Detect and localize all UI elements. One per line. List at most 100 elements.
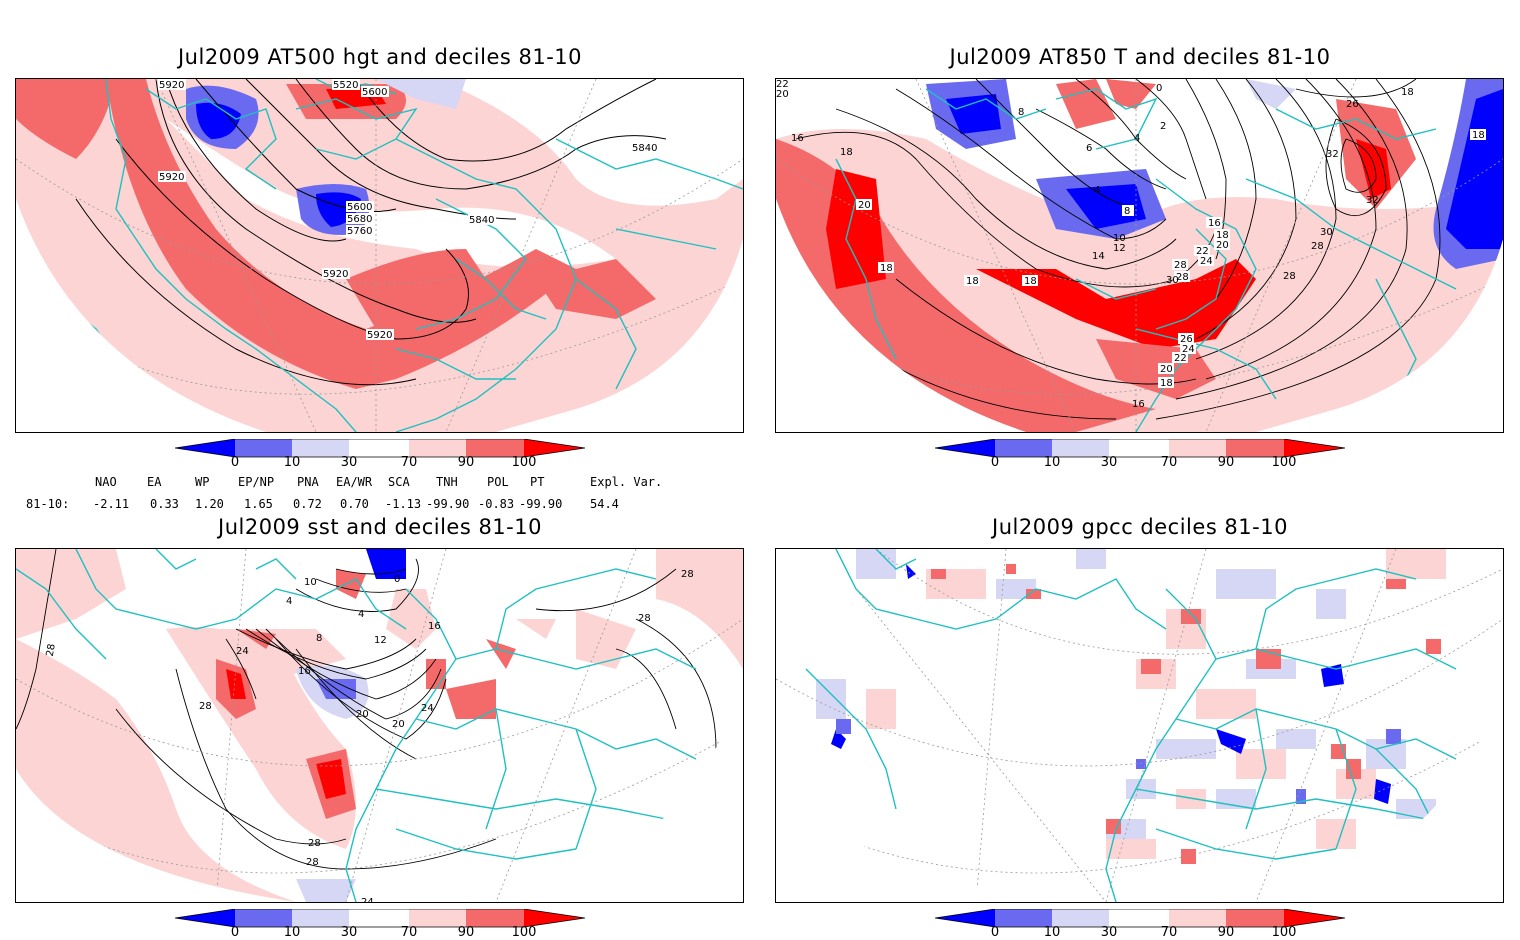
colorbar-tick: 90 <box>1217 455 1235 470</box>
contour-label: 5920 <box>159 80 184 91</box>
index-header: EA/WR <box>336 475 373 489</box>
index-value: 0.33 <box>150 497 179 511</box>
contour-label: 20 <box>776 89 789 100</box>
index-value: 0.72 <box>293 497 322 511</box>
index-header: PNA <box>297 475 319 489</box>
contour-label: 28 <box>308 838 321 849</box>
panel-title-hgt500: Jul2009 AT500 hgt and deciles 81-10 <box>177 45 583 69</box>
colorbar-2: 0 10 30 70 90 100 <box>934 438 1346 479</box>
contour-label: 2 <box>1160 121 1166 132</box>
contour-label: 28 <box>681 569 694 580</box>
contour-label: 32 <box>1366 195 1379 206</box>
index-value: -1.13 <box>385 497 422 511</box>
colorbar-tick: 10 <box>283 925 301 940</box>
map-panel-t850: 22 20 0 18 16 8 4 2 18 4 6 8 20 10 12 18… <box>775 78 1504 433</box>
map-panel-sst: 28 28 10 4 4 0 8 12 16 24 16 28 20 20 24… <box>15 548 744 903</box>
colorbar-tick: 10 <box>1043 455 1061 470</box>
colorbar-tick: 70 <box>1160 925 1178 940</box>
colorbar-tick: 10 <box>283 455 301 470</box>
contour-label: 16 <box>1132 399 1145 410</box>
contour-label: 24 <box>1182 344 1195 355</box>
contour-label: 32 <box>1326 149 1339 160</box>
contour-label: 5840 <box>469 215 494 226</box>
contour-label: 20 <box>1160 364 1173 375</box>
index-value: 1.20 <box>195 497 224 511</box>
index-value: 54.4 <box>590 497 619 511</box>
contour-label: 14 <box>1092 251 1105 262</box>
contour-label: 8 <box>1018 107 1024 118</box>
contour-label: 28 <box>45 643 58 657</box>
contour-label: 5520 <box>333 80 358 91</box>
contour-label: 28 <box>199 701 212 712</box>
index-value: 1.65 <box>244 497 273 511</box>
contour-label: 18 <box>1472 130 1485 141</box>
panel-title-gpcc: Jul2009 gpcc deciles 81-10 <box>992 515 1288 539</box>
index-header: SCA <box>388 475 410 489</box>
contour-label: 18 <box>1216 230 1229 241</box>
colorbar-tick: 90 <box>457 925 475 940</box>
index-header: NAO <box>95 475 117 489</box>
colorbar-tick: 0 <box>230 925 240 940</box>
colorbar-tick: 90 <box>1217 925 1235 940</box>
colorbar-tick: 100 <box>511 925 537 940</box>
contour-label: 10 <box>304 577 317 588</box>
colorbar-tick: 90 <box>457 455 475 470</box>
colorbar-1: 0 10 30 70 90 100 <box>174 438 586 479</box>
contour-label: 8 <box>1124 206 1130 217</box>
contour-label: 28 <box>638 613 651 624</box>
index-row-label: 81-10: <box>26 497 70 511</box>
contour-label: 26 <box>1346 99 1359 110</box>
colorbar-tick: 0 <box>990 925 1000 940</box>
contour-label: 5760 <box>347 226 372 237</box>
contour-label: 24 <box>361 897 374 902</box>
contour-label: 16 <box>791 133 804 144</box>
contour-label: 12 <box>374 635 387 646</box>
index-header: WP <box>195 475 210 489</box>
contour-label: 20 <box>858 200 871 211</box>
colorbar-tick: 100 <box>1271 455 1297 470</box>
panel-title-sst: Jul2009 sst and deciles 81-10 <box>218 515 542 539</box>
contour-label: 6 <box>1086 143 1092 154</box>
contour-label: 20 <box>356 709 369 720</box>
contour-label: 5600 <box>362 87 387 98</box>
colorbar-tick: 70 <box>400 455 418 470</box>
contour-label: 5840 <box>632 143 657 154</box>
contour-label: 24 <box>421 703 434 714</box>
index-value: -99.90 <box>426 497 470 511</box>
index-value: -2.11 <box>93 497 130 511</box>
index-header: EA <box>147 475 162 489</box>
contour-label: 5920 <box>323 269 348 280</box>
contour-label: 28 <box>1311 241 1324 252</box>
contour-label: 16 <box>1208 218 1221 229</box>
index-value: 0.70 <box>340 497 369 511</box>
contour-label: 18 <box>1160 378 1173 389</box>
contour-label: 10 <box>1113 233 1126 244</box>
colorbar-tick: 0 <box>990 455 1000 470</box>
contour-label: 20 <box>392 719 405 730</box>
contour-label: 18 <box>840 147 853 158</box>
colorbar-tick: 70 <box>1160 455 1178 470</box>
contour-label: 24 <box>236 646 249 657</box>
contour-label: 0 <box>394 574 400 585</box>
colorbar-tick: 30 <box>340 455 358 470</box>
colorbar-tick: 30 <box>1100 455 1118 470</box>
contour-label: 30 <box>1166 275 1179 286</box>
contour-label: 12 <box>1113 243 1126 254</box>
contour-label: 22 <box>1174 353 1187 364</box>
contour-label: 5920 <box>367 330 392 341</box>
contour-label: 4 <box>358 609 364 620</box>
index-header: EP/NP <box>238 475 275 489</box>
contour-label: 16 <box>428 621 441 632</box>
index-value: -0.83 <box>478 497 515 511</box>
index-value: -99.90 <box>519 497 563 511</box>
colorbar-tick: 100 <box>1271 925 1297 940</box>
colorbar-tick: 0 <box>230 455 240 470</box>
contour-label: 24 <box>1200 256 1213 267</box>
index-header: PT <box>530 475 545 489</box>
contour-label: 18 <box>966 276 979 287</box>
contour-label: 26 <box>1180 334 1193 345</box>
contour-label: 22 <box>1196 246 1209 257</box>
index-header: POL <box>487 475 509 489</box>
colorbar-tick: 30 <box>1100 925 1118 940</box>
index-header: TNH <box>436 475 458 489</box>
